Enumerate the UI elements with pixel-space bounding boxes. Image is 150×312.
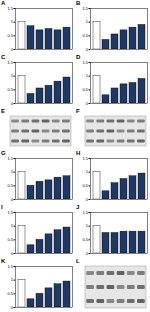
svg-text:0.5: 0.5 [82,237,88,242]
svg-text:0: 0 [11,305,14,310]
html-text:G: G [1,150,6,156]
svg-text:0.5: 0.5 [7,291,13,296]
svg-text:1.5: 1.5 [7,264,13,269]
svg-text:1: 1 [11,19,14,24]
svg-text:1.5: 1.5 [7,60,13,65]
svg-text:1.5: 1.5 [82,156,88,161]
svg-text:0.5: 0.5 [7,237,13,242]
svg-text:1.5: 1.5 [7,6,13,11]
svg-text:1: 1 [11,277,14,282]
html-text:K: K [1,258,6,264]
svg-text:1: 1 [86,73,89,78]
svg-text:0.5: 0.5 [7,87,13,92]
svg-text:0: 0 [86,101,89,106]
html-text:B: B [76,0,81,6]
html-text:F: F [76,108,80,114]
svg-text:0.5: 0.5 [82,87,88,92]
svg-text:1.5: 1.5 [82,210,88,215]
html-text:D: D [76,54,81,60]
svg-text:0.5: 0.5 [82,33,88,38]
html-text:I: I [1,204,3,210]
svg-text:1: 1 [11,169,14,174]
svg-text:1: 1 [11,73,14,78]
html-text:E: E [1,108,5,114]
svg-text:1: 1 [11,223,14,228]
svg-text:1.5: 1.5 [82,6,88,11]
svg-text:1.5: 1.5 [82,60,88,65]
html-text:H: H [76,150,81,156]
html-text:L: L [76,258,80,264]
svg-text:0: 0 [86,197,89,202]
svg-text:0.5: 0.5 [7,33,13,38]
svg-text:0.5: 0.5 [82,183,88,188]
html-text:J: J [76,204,80,210]
svg-text:1: 1 [86,223,89,228]
html-text:C: C [1,54,6,60]
svg-text:0: 0 [86,47,89,52]
svg-text:1: 1 [86,169,89,174]
svg-text:0.5: 0.5 [7,183,13,188]
html-text:A: A [1,0,6,6]
svg-text:0: 0 [11,101,14,106]
svg-text:0: 0 [11,47,14,52]
svg-text:1.5: 1.5 [7,156,13,161]
svg-text:1: 1 [86,19,89,24]
svg-text:0: 0 [11,251,14,256]
svg-text:0: 0 [86,251,89,256]
svg-text:0: 0 [11,197,14,202]
svg-text:1.5: 1.5 [7,210,13,215]
